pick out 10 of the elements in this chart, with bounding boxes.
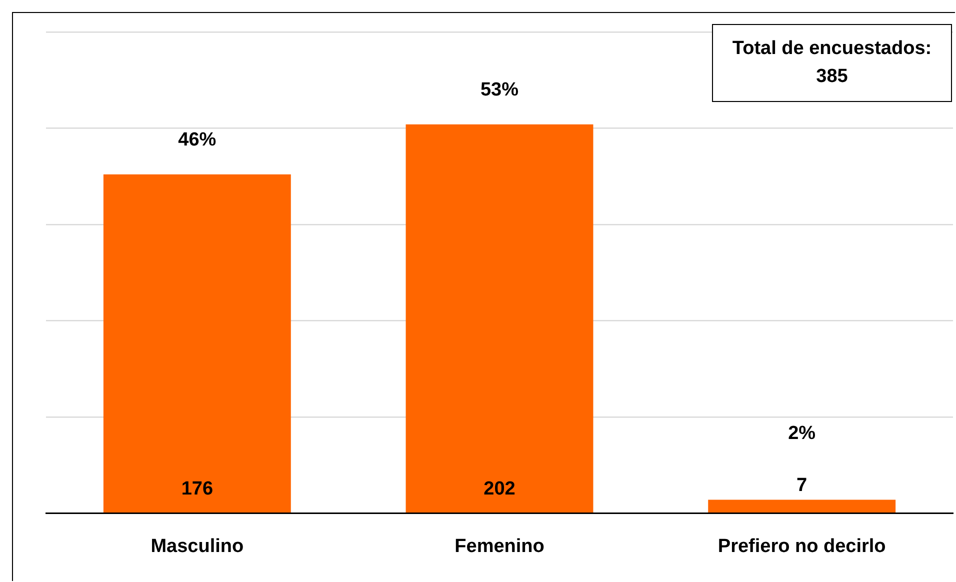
x-tick-label: Prefiero no decirlo	[718, 536, 886, 557]
annotation: 46%	[178, 130, 216, 151]
x-tick-label: Femenino	[454, 536, 544, 557]
x-tick-label: Masculino	[150, 536, 244, 557]
data-label: 7	[796, 474, 808, 496]
data-label: 202	[484, 478, 516, 500]
data-label: 176	[181, 478, 214, 500]
annotation: Total de encuestados: 385	[712, 24, 952, 102]
annotation: 2%	[788, 422, 816, 444]
annotation: 53%	[480, 80, 519, 101]
